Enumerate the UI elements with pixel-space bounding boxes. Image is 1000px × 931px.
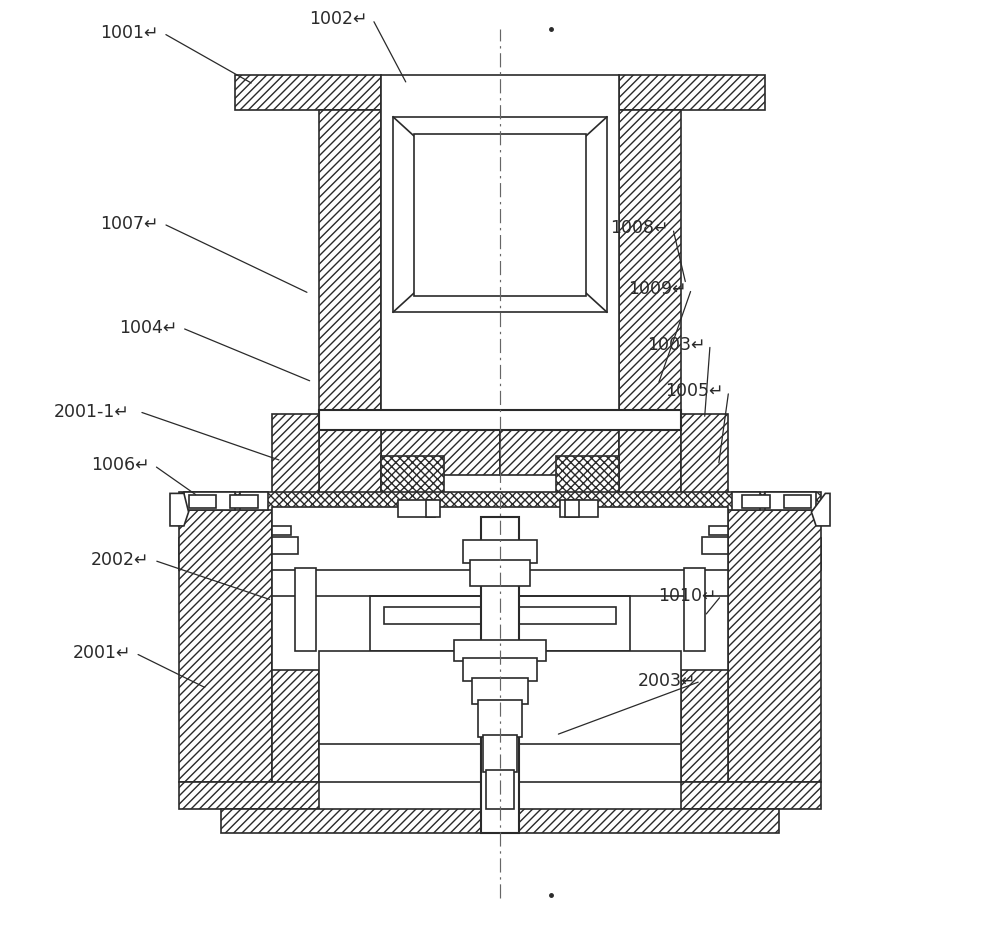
Bar bbox=[565, 500, 579, 517]
Bar bbox=[426, 500, 440, 517]
Polygon shape bbox=[500, 430, 619, 475]
Polygon shape bbox=[282, 600, 370, 647]
Polygon shape bbox=[221, 809, 779, 832]
Text: 1008↵: 1008↵ bbox=[610, 220, 668, 237]
Bar bbox=[272, 507, 728, 670]
Bar bbox=[742, 495, 770, 508]
Polygon shape bbox=[319, 111, 381, 414]
Text: 1005↵: 1005↵ bbox=[665, 382, 724, 400]
Polygon shape bbox=[272, 656, 319, 781]
Bar bbox=[272, 526, 291, 535]
Bar bbox=[319, 652, 681, 781]
Polygon shape bbox=[619, 414, 681, 540]
Text: 2001↵: 2001↵ bbox=[72, 644, 131, 662]
Bar bbox=[463, 658, 537, 681]
Bar bbox=[481, 517, 519, 832]
Bar bbox=[272, 537, 298, 554]
Text: 1009↵: 1009↵ bbox=[628, 280, 687, 298]
Polygon shape bbox=[179, 414, 319, 570]
Text: 2001-1↵: 2001-1↵ bbox=[54, 402, 130, 421]
Text: 1006↵: 1006↵ bbox=[91, 456, 150, 475]
Bar bbox=[560, 500, 598, 517]
Bar bbox=[784, 495, 811, 508]
Polygon shape bbox=[681, 414, 821, 570]
Text: 1001↵: 1001↵ bbox=[100, 24, 159, 42]
Polygon shape bbox=[681, 656, 728, 781]
Bar bbox=[478, 700, 522, 737]
Bar bbox=[230, 495, 258, 508]
Polygon shape bbox=[728, 507, 821, 781]
Bar bbox=[384, 607, 616, 624]
Bar bbox=[472, 679, 528, 705]
Bar bbox=[463, 540, 537, 563]
Bar bbox=[709, 526, 728, 535]
Polygon shape bbox=[319, 410, 681, 430]
Bar bbox=[684, 568, 705, 652]
Bar bbox=[370, 596, 630, 652]
Bar bbox=[398, 500, 435, 517]
Polygon shape bbox=[319, 414, 381, 540]
Bar bbox=[381, 75, 619, 414]
Bar bbox=[483, 735, 517, 773]
Bar bbox=[732, 492, 760, 510]
Polygon shape bbox=[179, 507, 272, 781]
Polygon shape bbox=[235, 75, 381, 111]
Polygon shape bbox=[681, 781, 821, 809]
Bar bbox=[470, 560, 530, 587]
Bar bbox=[414, 134, 586, 296]
Bar bbox=[765, 492, 816, 510]
Polygon shape bbox=[272, 596, 728, 652]
Text: 1003↵: 1003↵ bbox=[647, 336, 705, 354]
Text: 1004↵: 1004↵ bbox=[119, 319, 177, 337]
Polygon shape bbox=[630, 600, 718, 647]
Bar bbox=[702, 537, 728, 554]
Polygon shape bbox=[619, 111, 681, 414]
Text: 1010↵: 1010↵ bbox=[658, 587, 717, 604]
Polygon shape bbox=[619, 75, 765, 111]
Polygon shape bbox=[170, 493, 189, 526]
Bar bbox=[295, 568, 316, 652]
Text: 2002↵: 2002↵ bbox=[91, 551, 149, 570]
Bar bbox=[454, 641, 546, 661]
Text: 1007↵: 1007↵ bbox=[100, 215, 159, 233]
Polygon shape bbox=[811, 493, 830, 526]
Polygon shape bbox=[381, 456, 444, 503]
Polygon shape bbox=[179, 492, 821, 510]
Polygon shape bbox=[381, 430, 500, 475]
Bar bbox=[486, 771, 514, 809]
Text: 1002↵: 1002↵ bbox=[309, 10, 368, 28]
Bar bbox=[184, 492, 235, 510]
Bar bbox=[240, 492, 268, 510]
Polygon shape bbox=[393, 117, 607, 312]
Polygon shape bbox=[179, 781, 319, 809]
Bar bbox=[189, 495, 216, 508]
Polygon shape bbox=[556, 456, 619, 503]
Text: 2003↵: 2003↵ bbox=[638, 672, 696, 690]
